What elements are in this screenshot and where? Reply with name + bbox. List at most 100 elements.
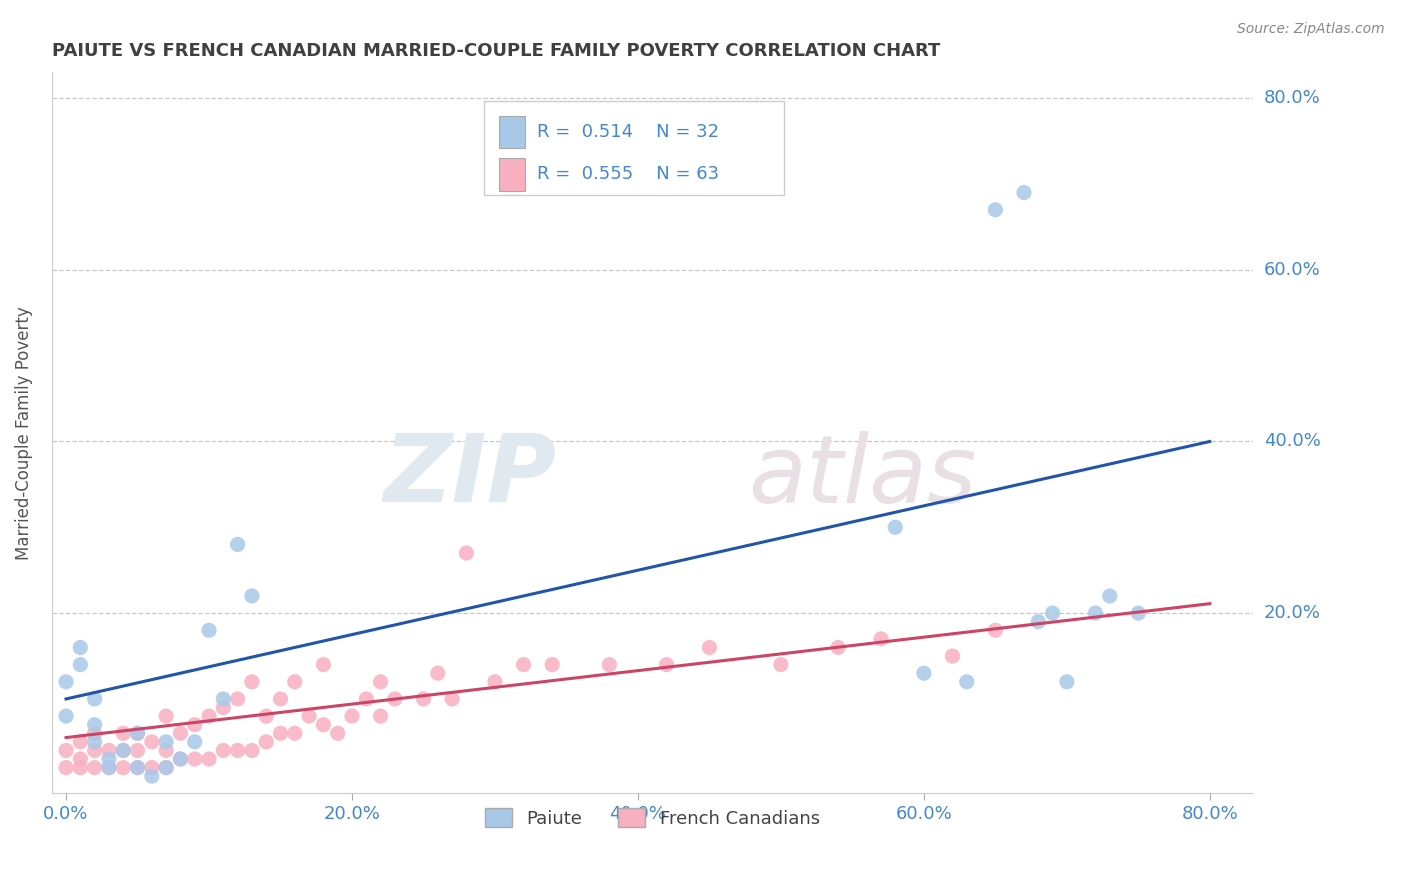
Point: [127, 761, 149, 775]
Point: [284, 674, 307, 689]
Point: [212, 743, 235, 757]
Point: [226, 692, 249, 706]
Point: [912, 666, 935, 681]
Point: [370, 674, 392, 689]
Point: [127, 726, 149, 740]
Text: atlas: atlas: [748, 431, 977, 522]
Point: [55, 674, 77, 689]
Point: [1012, 186, 1035, 200]
Point: [69, 640, 91, 655]
Point: [141, 761, 163, 775]
Point: [169, 726, 191, 740]
Point: [155, 735, 177, 749]
Point: [97, 761, 120, 775]
Point: [284, 726, 307, 740]
Text: 40.0%: 40.0%: [1264, 433, 1320, 450]
Point: [1098, 589, 1121, 603]
Text: R =  0.555    N = 63: R = 0.555 N = 63: [537, 165, 718, 184]
Point: [97, 761, 120, 775]
Point: [426, 666, 449, 681]
Point: [83, 726, 105, 740]
Point: [240, 743, 263, 757]
Point: [699, 640, 721, 655]
Point: [1026, 615, 1049, 629]
Legend: Paiute, French Canadians: Paiute, French Canadians: [478, 801, 827, 835]
Point: [69, 657, 91, 672]
Point: [769, 657, 792, 672]
Point: [83, 743, 105, 757]
Point: [141, 735, 163, 749]
Point: [198, 624, 221, 638]
Point: [312, 657, 335, 672]
Point: [97, 752, 120, 766]
Point: [655, 657, 678, 672]
Point: [212, 700, 235, 714]
Point: [884, 520, 907, 534]
Point: [298, 709, 321, 723]
Text: ZIP: ZIP: [384, 430, 557, 522]
Point: [1056, 674, 1078, 689]
Point: [326, 726, 349, 740]
Point: [240, 674, 263, 689]
Point: [112, 726, 135, 740]
Point: [127, 761, 149, 775]
Point: [155, 761, 177, 775]
Point: [240, 589, 263, 603]
Point: [112, 761, 135, 775]
Point: [412, 692, 434, 706]
Point: [541, 657, 564, 672]
Point: [69, 761, 91, 775]
Point: [155, 709, 177, 723]
Point: [169, 752, 191, 766]
Point: [55, 743, 77, 757]
Point: [198, 709, 221, 723]
Point: [69, 735, 91, 749]
Point: [141, 769, 163, 783]
Point: [183, 752, 205, 766]
Point: [97, 743, 120, 757]
Point: [984, 202, 1007, 217]
Point: [155, 743, 177, 757]
Point: [956, 674, 979, 689]
Point: [312, 717, 335, 731]
Point: [270, 692, 292, 706]
Point: [270, 726, 292, 740]
Point: [1042, 606, 1064, 620]
Point: [941, 648, 963, 663]
Point: [370, 709, 392, 723]
Bar: [499, 116, 524, 148]
Point: [1128, 606, 1150, 620]
Point: [169, 752, 191, 766]
Point: [484, 674, 506, 689]
Point: [112, 743, 135, 757]
Point: [984, 624, 1007, 638]
Point: [870, 632, 893, 646]
Point: [254, 709, 277, 723]
Point: [198, 752, 221, 766]
Point: [512, 657, 534, 672]
Point: [69, 752, 91, 766]
Point: [83, 735, 105, 749]
Text: 60.0%: 60.0%: [1264, 260, 1320, 279]
Point: [127, 743, 149, 757]
Point: [83, 692, 105, 706]
Text: Source: ZipAtlas.com: Source: ZipAtlas.com: [1237, 22, 1385, 37]
Point: [254, 735, 277, 749]
Point: [340, 709, 363, 723]
Text: R =  0.514    N = 32: R = 0.514 N = 32: [537, 123, 718, 141]
Point: [183, 735, 205, 749]
Point: [226, 537, 249, 551]
Point: [356, 692, 378, 706]
Point: [384, 692, 406, 706]
Point: [127, 726, 149, 740]
Text: 20.0%: 20.0%: [1264, 604, 1320, 622]
Bar: [499, 158, 524, 191]
Point: [827, 640, 849, 655]
Y-axis label: Married-Couple Family Poverty: Married-Couple Family Poverty: [15, 306, 32, 560]
Point: [55, 709, 77, 723]
Point: [441, 692, 464, 706]
Point: [83, 717, 105, 731]
Point: [598, 657, 620, 672]
Point: [155, 761, 177, 775]
Point: [1084, 606, 1107, 620]
